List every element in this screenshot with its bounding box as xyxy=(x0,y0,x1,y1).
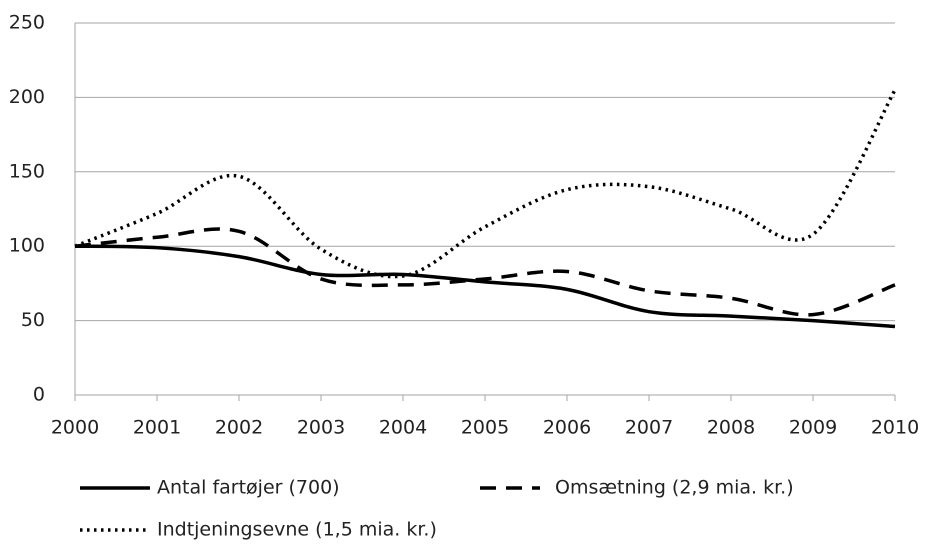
x-tick-label: 2006 xyxy=(543,417,591,439)
y-tick-label: 200 xyxy=(9,86,45,108)
x-tick-label: 2010 xyxy=(871,417,919,439)
series-line xyxy=(74,227,896,317)
y-tick-label: 150 xyxy=(9,160,45,182)
x-tick-label: 2007 xyxy=(625,417,673,439)
x-tick-label: 2009 xyxy=(789,417,837,439)
series-line xyxy=(74,89,897,279)
legend-label: Antal fartøjer (700) xyxy=(157,477,340,499)
legend-label: Omsætning (2,9 mia. kr.) xyxy=(555,477,794,499)
series-line xyxy=(74,244,896,329)
x-tick-label: 2001 xyxy=(133,417,181,439)
x-tick-label: 2000 xyxy=(51,417,99,439)
y-tick-label: 100 xyxy=(9,235,45,257)
y-tick-label: 50 xyxy=(21,309,45,331)
x-tick-label: 2008 xyxy=(707,417,755,439)
y-tick-label: 0 xyxy=(33,384,45,406)
x-tick-label: 2005 xyxy=(461,417,509,439)
x-tick-label: 2004 xyxy=(379,417,427,439)
y-tick-label: 250 xyxy=(9,12,45,34)
x-tick-label: 2003 xyxy=(297,417,345,439)
legend-label: Indtjeningsevne (1,5 mia. kr.) xyxy=(157,519,437,541)
x-tick-label: 2002 xyxy=(215,417,263,439)
